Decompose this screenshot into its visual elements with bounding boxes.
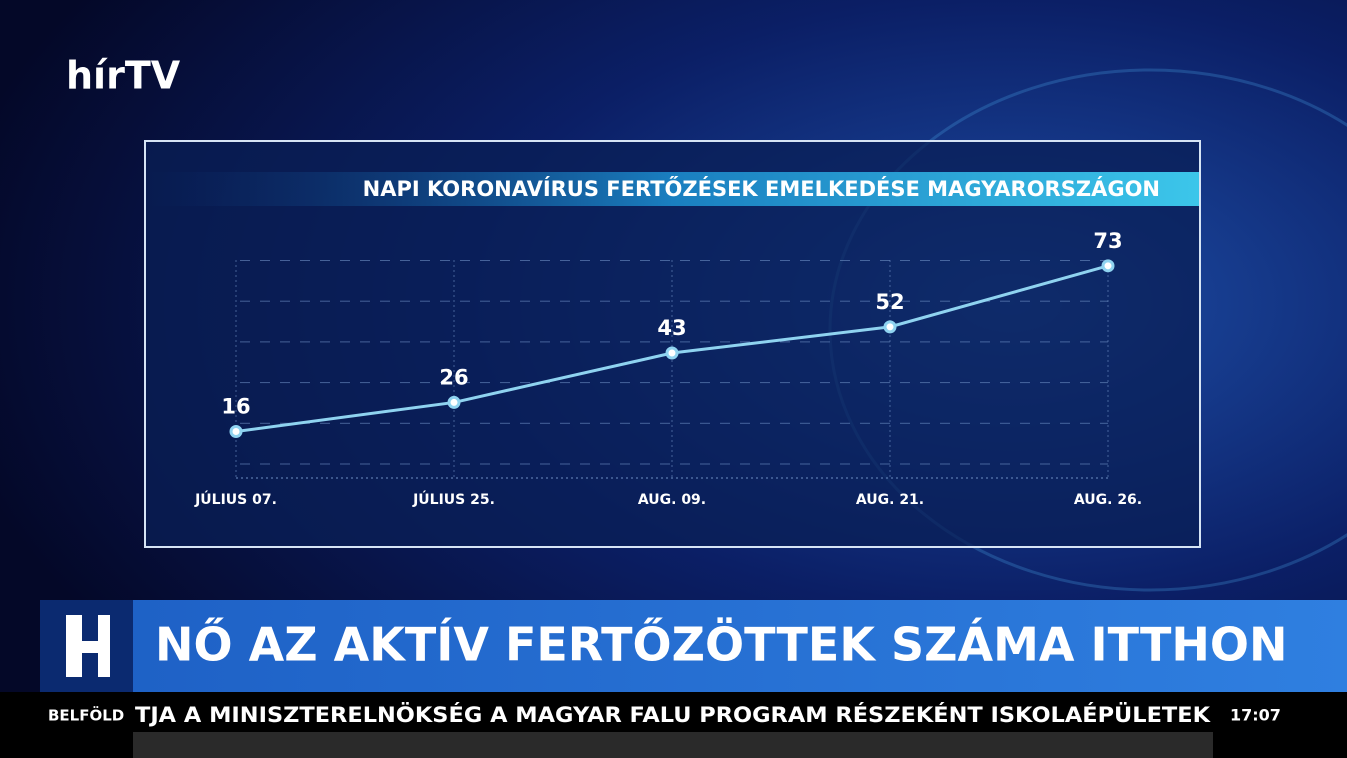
point	[447, 395, 461, 409]
ticker-lower	[133, 732, 1213, 758]
value-label: 26	[439, 365, 468, 389]
value-label: 73	[1093, 229, 1122, 253]
chart-title: NAPI KORONAVÍRUS FERTŐZÉSEK EMELKEDÉSE M…	[363, 176, 1160, 201]
value-label: 43	[657, 316, 686, 340]
x-tick-label: JÚLIUS 25.	[412, 490, 495, 508]
x-tick-label: AUG. 21.	[856, 492, 924, 508]
title-bar	[146, 172, 1199, 206]
x-tick-label: AUG. 09.	[638, 492, 706, 508]
point	[665, 346, 679, 360]
logo: hírTV	[66, 54, 181, 98]
ticker-text: TJA A MINISZTERELNÖKSÉG A MAGYAR FALU PR…	[135, 702, 1211, 727]
x-tick-label: AUG. 26.	[1074, 492, 1142, 508]
point	[1101, 259, 1115, 273]
ticker-time: 17:07	[1230, 706, 1281, 725]
value-label: 52	[875, 290, 904, 314]
plot: JÚLIUS 07. JÚLIUS 25. AUG. 09. AUG. 21. AUG.…	[194, 229, 1142, 508]
headline: NŐ AZ AKTÍV FERTŐZÖTTEK SZÁMA ITTHON	[155, 618, 1287, 672]
badge-icon	[66, 615, 110, 677]
point	[229, 424, 243, 438]
ticker-section: BELFÖLD	[48, 706, 124, 725]
value-label: 16	[221, 394, 250, 418]
lower-third	[40, 600, 1347, 692]
x-tick-label: JÚLIUS 07.	[194, 490, 277, 508]
point	[883, 320, 897, 334]
